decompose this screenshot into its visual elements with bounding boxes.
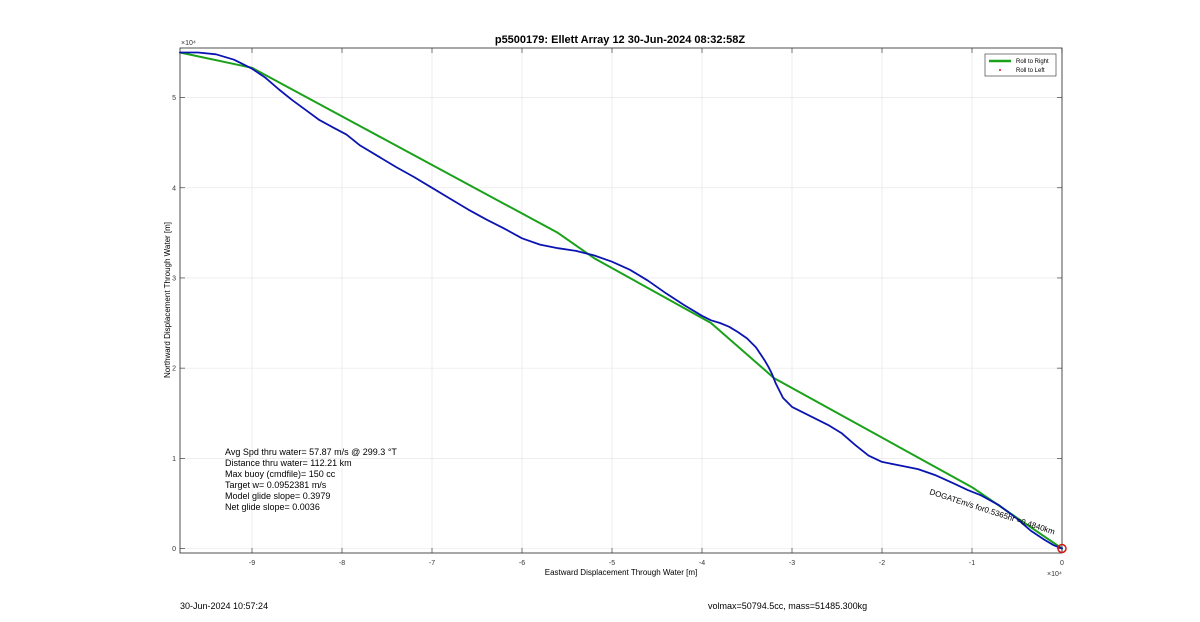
axis-ticks — [180, 48, 1063, 553]
chart-title: p5500179: Ellett Array 12 30-Jun-2024 08… — [495, 34, 746, 46]
y-tick-label: 2 — [172, 366, 176, 373]
legend-label-roll-right: Roll to Right — [1016, 59, 1049, 65]
legend-box — [984, 53, 1057, 77]
legend: Roll to Right Roll to Left — [984, 53, 1057, 77]
x-tick-labels: -9 -8 -7 -6 -5 -4 -3 -2 -1 0 — [249, 560, 1064, 567]
y-tick-label: 1 — [172, 456, 176, 463]
series-track-line — [179, 51, 1063, 550]
y-tick-label: 0 — [172, 546, 176, 553]
legend-swatch-roll-left — [999, 69, 1001, 71]
x-axis-label: Eastward Displacement Through Water [m] — [545, 568, 698, 577]
x-tick-label: -2 — [879, 560, 885, 567]
legend-label-roll-left: Roll to Left — [1016, 68, 1045, 74]
stats-line: Target w= 0.0952381 m/s — [225, 480, 327, 490]
y-exponent-label: ×10⁴ — [181, 40, 196, 47]
y-tick-label: 5 — [172, 95, 176, 102]
rotated-annotation: DOGATEm/s for0.5365hr =0.4840km — [928, 487, 1056, 536]
stats-annotation: Avg Spd thru water= 57.87 m/s @ 299.3 °T… — [225, 447, 397, 512]
x-tick-label: -7 — [429, 560, 435, 567]
x-tick-label: -5 — [609, 560, 615, 567]
stats-line: Avg Spd thru water= 57.87 m/s @ 299.3 °T — [225, 447, 397, 457]
footer-timestamp: 30-Jun-2024 10:57:24 — [180, 601, 269, 611]
stats-line: Net glide slope= 0.0036 — [225, 502, 320, 512]
y-tick-label: 3 — [172, 275, 176, 282]
stats-line: Max buoy (cmdfile)= 150 cc — [225, 469, 336, 479]
series-roll-to-right-line — [179, 51, 1063, 550]
y-tick-labels: 0 1 2 3 4 5 — [172, 95, 176, 553]
x-tick-label: -1 — [969, 560, 975, 567]
x-tick-label: -4 — [699, 560, 705, 567]
x-tick-label: -9 — [249, 560, 255, 567]
series-roll-to-left-marker — [1057, 543, 1067, 554]
x-tick-label: -3 — [789, 560, 795, 567]
y-axis-label: Northward Displacement Through Water [m] — [163, 222, 172, 378]
y-tick-label: 4 — [172, 185, 176, 192]
footer-params: volmax=50794.5cc, mass=51485.300kg — [708, 601, 868, 611]
x-exponent-label: ×10⁴ — [1047, 571, 1062, 578]
plot-area — [179, 47, 1063, 554]
series-layer — [179, 51, 1067, 554]
x-tick-label: -6 — [519, 560, 525, 567]
stats-line: Distance thru water= 112.21 km — [225, 458, 352, 468]
x-tick-label: -8 — [339, 560, 345, 567]
grid — [180, 48, 1063, 553]
stats-line: Model glide slope= 0.3979 — [225, 491, 330, 501]
x-tick-label: 0 — [1060, 560, 1064, 567]
